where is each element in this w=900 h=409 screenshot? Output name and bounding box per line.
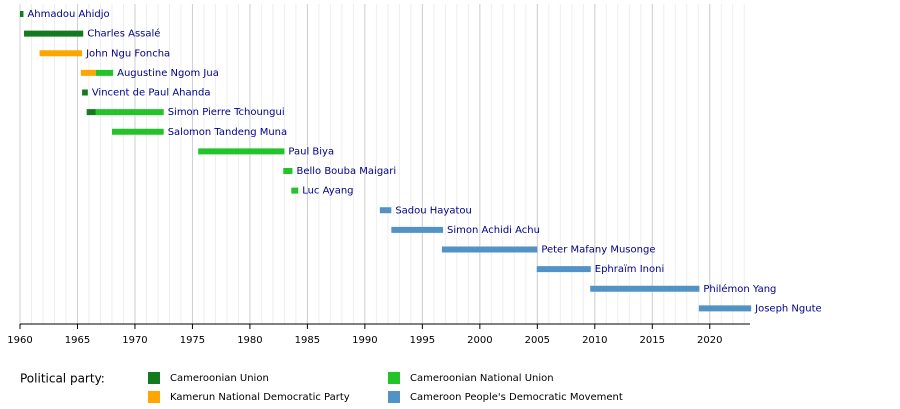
x-tick-label: 2000 — [467, 335, 492, 346]
row-label: Philémon Yang — [703, 283, 776, 295]
bar — [24, 30, 84, 37]
legend-label: Cameroonian National Union — [410, 373, 554, 384]
bar — [39, 50, 83, 57]
bar — [86, 109, 96, 116]
bar — [283, 168, 293, 174]
bar — [590, 285, 700, 292]
bar — [82, 89, 88, 96]
x-tick-label: 2020 — [697, 335, 722, 346]
row-label: Charles Assalé — [87, 28, 160, 40]
legend-label: Cameroon People's Democratic Movement — [410, 392, 623, 403]
x-tick-label: 1995 — [410, 335, 435, 346]
bar — [20, 11, 24, 17]
row-label: Joseph Ngute — [754, 303, 822, 314]
bar — [198, 148, 285, 155]
bar — [441, 246, 538, 253]
legend-swatch — [148, 372, 160, 384]
row-label: Simon Pierre Tchoungui — [168, 107, 285, 118]
row-label: John Ngu Foncha — [85, 48, 170, 59]
x-tick-label: 1965 — [65, 335, 90, 346]
row-label: Luc Ayang — [302, 186, 353, 197]
bar — [291, 187, 299, 194]
row-label: Paul Biya — [288, 146, 334, 157]
bar — [379, 207, 392, 214]
bar — [95, 69, 114, 76]
legend-title: Political party: — [20, 372, 105, 386]
legend-swatch — [388, 372, 400, 384]
legend-label: Cameroonian Union — [170, 373, 269, 384]
x-tick-label: 1990 — [352, 335, 377, 346]
row-label: Ephraïm Inoni — [595, 264, 664, 275]
legend-swatch — [148, 391, 160, 403]
row-label: Peter Mafany Musonge — [541, 245, 655, 256]
row-label: Augustine Ngom Jua — [117, 68, 219, 79]
x-tick-label: 2015 — [640, 335, 665, 346]
x-tick-label: 1960 — [7, 335, 32, 346]
row-label: Salomon Tandeng Muna — [168, 127, 287, 138]
bar — [391, 226, 444, 233]
x-tick-label: 1970 — [122, 335, 147, 346]
bar — [80, 69, 96, 76]
row-label: Ahmadou Ahidjo — [27, 9, 109, 20]
bar — [536, 266, 591, 273]
row-label: Simon Achidi Achu — [447, 225, 540, 236]
x-tick-label: 2010 — [582, 335, 607, 346]
row-label: Vincent de Paul Ahanda — [92, 88, 211, 99]
x-tick-label: 2005 — [525, 335, 550, 346]
x-tick-label: 1985 — [295, 335, 320, 346]
legend-swatch — [388, 391, 400, 403]
x-tick-label: 1980 — [237, 335, 262, 346]
legend-label: Kamerun National Democratic Party — [170, 392, 350, 403]
bar — [698, 305, 752, 312]
bar — [95, 109, 164, 116]
bar — [111, 128, 164, 135]
x-tick-label: 1975 — [180, 335, 205, 346]
row-label: Bello Bouba Maigari — [296, 166, 396, 177]
row-label: Sadou Hayatou — [395, 205, 472, 216]
